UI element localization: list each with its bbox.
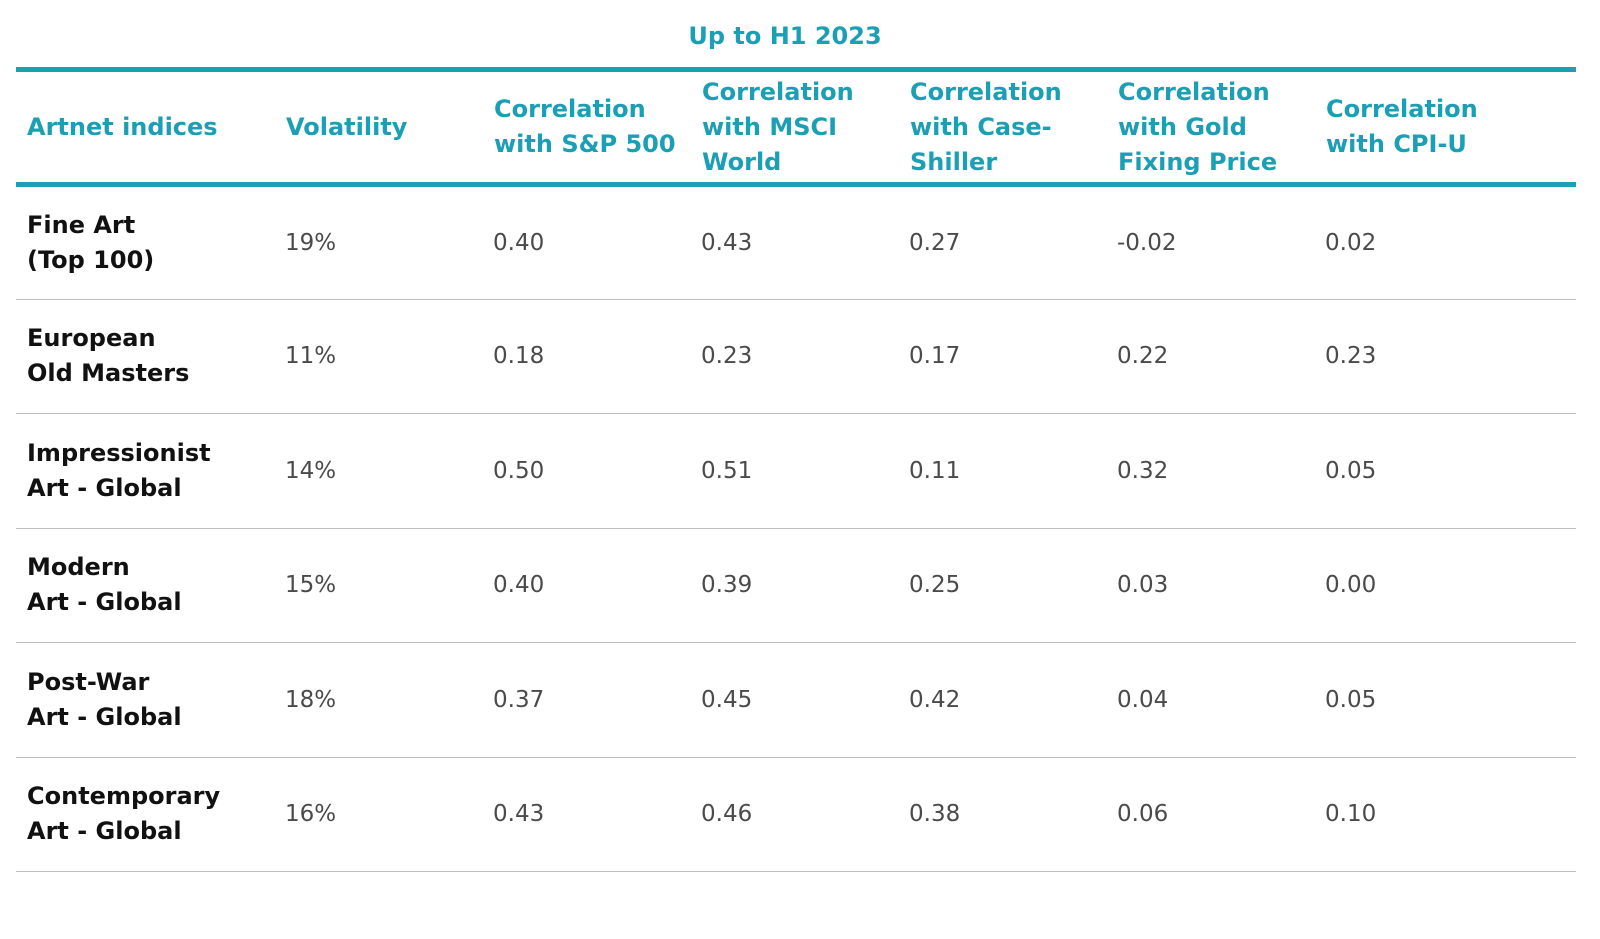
cpi-u-correlation-value: 0.02 xyxy=(1313,184,1576,300)
case-shiller-correlation-value: 0.17 xyxy=(897,299,1105,414)
header-artnet-indices: Artnet indices xyxy=(16,67,273,187)
header-row: Artnet indices Volatility Correlation wi… xyxy=(16,67,1576,187)
table-row: Modern Art - Global 15% 0.40 0.39 0.25 0… xyxy=(16,528,1576,643)
index-name: Impressionist Art - Global xyxy=(16,413,273,529)
cpi-u-correlation-value: 0.00 xyxy=(1313,528,1576,643)
sp500-correlation-value: 0.40 xyxy=(481,528,689,643)
gold-correlation-value: -0.02 xyxy=(1105,184,1313,300)
header-correlation-case-shiller: Correlation with Case- Shiller xyxy=(896,67,1105,187)
correlation-table: Artnet indices Volatility Correlation wi… xyxy=(16,67,1576,872)
table-body: Fine Art (Top 100) 19% 0.40 0.43 0.27 -0… xyxy=(16,184,1576,872)
table-header: Artnet indices Volatility Correlation wi… xyxy=(16,67,1576,187)
cpi-u-correlation-value: 0.05 xyxy=(1313,413,1576,529)
index-name: European Old Masters xyxy=(16,299,273,414)
table-row: Post-War Art - Global 18% 0.37 0.45 0.42… xyxy=(16,642,1576,758)
sp500-correlation-value: 0.18 xyxy=(481,299,689,414)
case-shiller-correlation-value: 0.42 xyxy=(897,642,1105,758)
index-name: Post-War Art - Global xyxy=(16,642,273,758)
msci-correlation-value: 0.46 xyxy=(689,757,897,872)
volatility-value: 18% xyxy=(273,642,481,758)
index-name: Modern Art - Global xyxy=(16,528,273,643)
volatility-value: 19% xyxy=(273,184,481,300)
sp500-correlation-value: 0.50 xyxy=(481,413,689,529)
volatility-value: 16% xyxy=(273,757,481,872)
msci-correlation-value: 0.23 xyxy=(689,299,897,414)
table-row: Impressionist Art - Global 14% 0.50 0.51… xyxy=(16,413,1576,529)
volatility-value: 15% xyxy=(273,528,481,643)
volatility-value: 14% xyxy=(273,413,481,529)
table-row: European Old Masters 11% 0.18 0.23 0.17 … xyxy=(16,299,1576,414)
case-shiller-correlation-value: 0.27 xyxy=(897,184,1105,300)
case-shiller-correlation-value: 0.38 xyxy=(897,757,1105,872)
table-row: Fine Art (Top 100) 19% 0.40 0.43 0.27 -0… xyxy=(16,184,1576,300)
caption-text: Up to H1 2023 xyxy=(688,22,882,50)
table-caption: Up to H1 2023 xyxy=(0,22,1600,50)
msci-correlation-value: 0.45 xyxy=(689,642,897,758)
gold-correlation-value: 0.22 xyxy=(1105,299,1313,414)
sp500-correlation-value: 0.43 xyxy=(481,757,689,872)
msci-correlation-value: 0.43 xyxy=(689,184,897,300)
cpi-u-correlation-value: 0.05 xyxy=(1313,642,1576,758)
index-name: Fine Art (Top 100) xyxy=(16,184,273,300)
index-name: Contemporary Art - Global xyxy=(16,757,273,872)
volatility-value: 11% xyxy=(273,299,481,414)
header-correlation-cpi-u: Correlation with CPI-U xyxy=(1312,67,1576,187)
gold-correlation-value: 0.03 xyxy=(1105,528,1313,643)
sp500-correlation-value: 0.40 xyxy=(481,184,689,300)
gold-correlation-value: 0.32 xyxy=(1105,413,1313,529)
header-correlation-gold-fixing-price: Correlation with Gold Fixing Price xyxy=(1104,67,1313,187)
msci-correlation-value: 0.39 xyxy=(689,528,897,643)
gold-correlation-value: 0.04 xyxy=(1105,642,1313,758)
msci-correlation-value: 0.51 xyxy=(689,413,897,529)
case-shiller-correlation-value: 0.25 xyxy=(897,528,1105,643)
table-row: Contemporary Art - Global 16% 0.43 0.46 … xyxy=(16,757,1576,872)
case-shiller-correlation-value: 0.11 xyxy=(897,413,1105,529)
gold-correlation-value: 0.06 xyxy=(1105,757,1313,872)
sp500-correlation-value: 0.37 xyxy=(481,642,689,758)
header-correlation-msci-world: Correlation with MSCI World xyxy=(688,67,897,187)
header-volatility: Volatility xyxy=(272,67,481,187)
cpi-u-correlation-value: 0.23 xyxy=(1313,299,1576,414)
header-correlation-sp500: Correlation with S&P 500 xyxy=(480,67,689,187)
cpi-u-correlation-value: 0.10 xyxy=(1313,757,1576,872)
